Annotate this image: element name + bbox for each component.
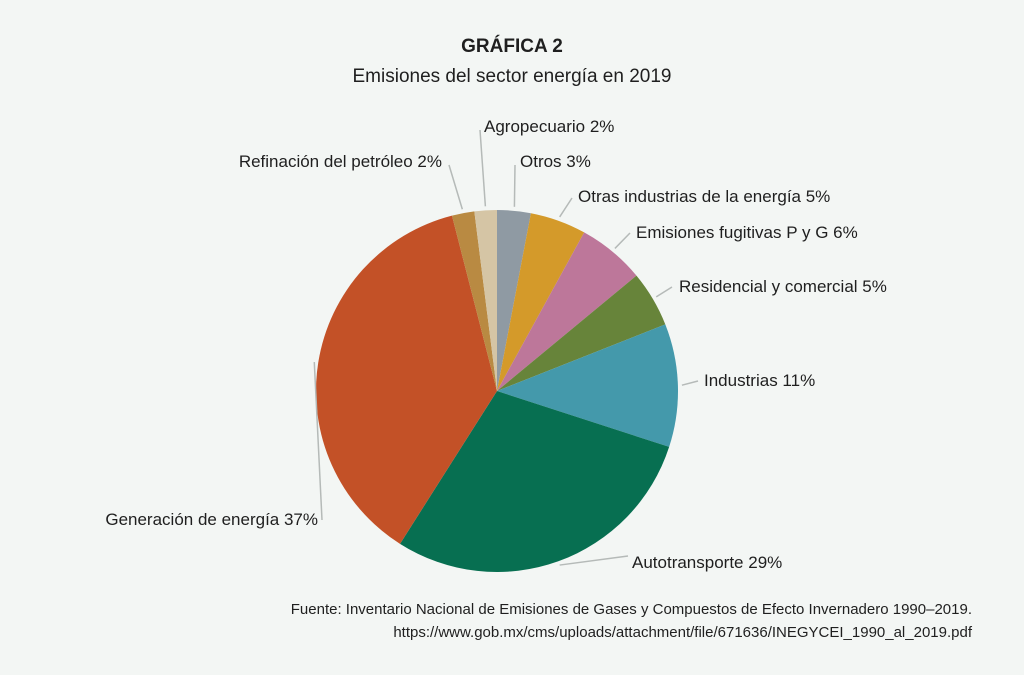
slice-label-residencial: Residencial y comercial 5% [679,277,887,296]
leader-line [559,555,629,566]
pie-slice-residencial-y-comercial [497,275,666,391]
slice-label-otras-industrias: Otras industrias de la energía 5% [578,187,831,206]
pie-slice-generaci-n-de-energ-a [316,215,497,544]
slice-label-emisiones-fugitivas: Emisiones fugitivas P y G 6% [636,223,858,242]
slice-label-agropecuario: Agropecuario 2% [484,117,615,136]
slice-label-otros: Otros 3% [520,152,591,171]
source-url[interactable]: https://www.gob.mx/cms/uploads/attachmen… [393,624,972,641]
pie-slice-emisiones-fugitivas-p-y-g [497,232,637,391]
leader-line [614,232,631,249]
pie-slice-autotransporte [400,391,670,572]
pie-slice-refinaci-n-del-petr-leo [451,211,497,391]
leader-line [681,380,699,386]
pie-slice-agropecuario [474,210,497,391]
leader-line [479,129,487,207]
pie-slice-industrias [497,324,679,447]
pie-slice-otros [497,210,531,391]
leader-line [559,197,573,218]
leader-line [513,164,516,207]
leader-line [448,164,464,210]
pie-slice-otras-industrias-de-la-energ-a [497,213,585,391]
chart-subtitle: Emisiones del sector energía en 2019 [352,66,672,87]
slice-label-industrias: Industrias 11% [704,371,816,390]
leader-line [313,362,323,521]
slice-label-refinacion: Refinación del petróleo 2% [238,152,442,171]
chart-title: GRÁFICA 2 [461,36,563,57]
slice-label-generacion: Generación de energía 37% [105,510,318,529]
source-note: Fuente: Inventario Nacional de Emisiones… [290,601,972,618]
slice-label-autotransporte: Autotransporte 29% [632,553,783,572]
leader-line [655,286,673,298]
